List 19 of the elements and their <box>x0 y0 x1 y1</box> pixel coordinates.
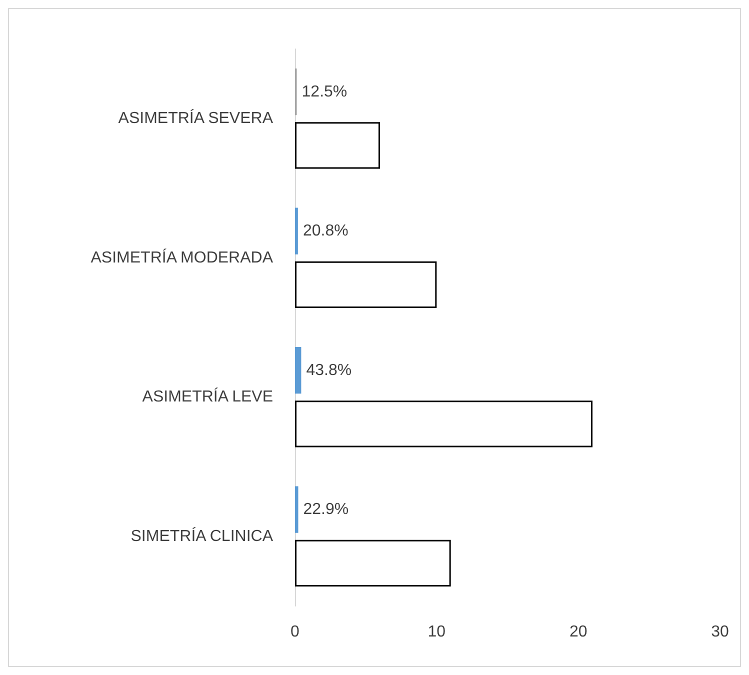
data-label: 20.8% <box>302 222 348 240</box>
bar <box>295 486 298 533</box>
bar <box>295 346 302 394</box>
x-tick-label: 20 <box>569 624 588 640</box>
bar <box>295 400 592 448</box>
y-tick-label: ASIMETRÍA MODERADA <box>90 248 274 266</box>
bar <box>295 261 437 308</box>
x-tick-label: 0 <box>290 624 300 640</box>
x-tick-label: 30 <box>711 624 729 640</box>
y-tick-label: ASIMETRÍA LEVE <box>142 388 273 406</box>
data-label: 22.9% <box>303 501 349 518</box>
y-tick-label: ASIMETRÍA SEVERA <box>118 109 274 128</box>
y-tick-label: SIMETRÍA CLINICA <box>130 526 274 545</box>
bar <box>295 122 380 169</box>
x-tick-label: 10 <box>428 624 446 640</box>
bar <box>295 540 451 587</box>
data-label: 12.5% <box>302 83 348 100</box>
bar <box>295 208 298 254</box>
data-label: 43.8% <box>306 362 352 379</box>
